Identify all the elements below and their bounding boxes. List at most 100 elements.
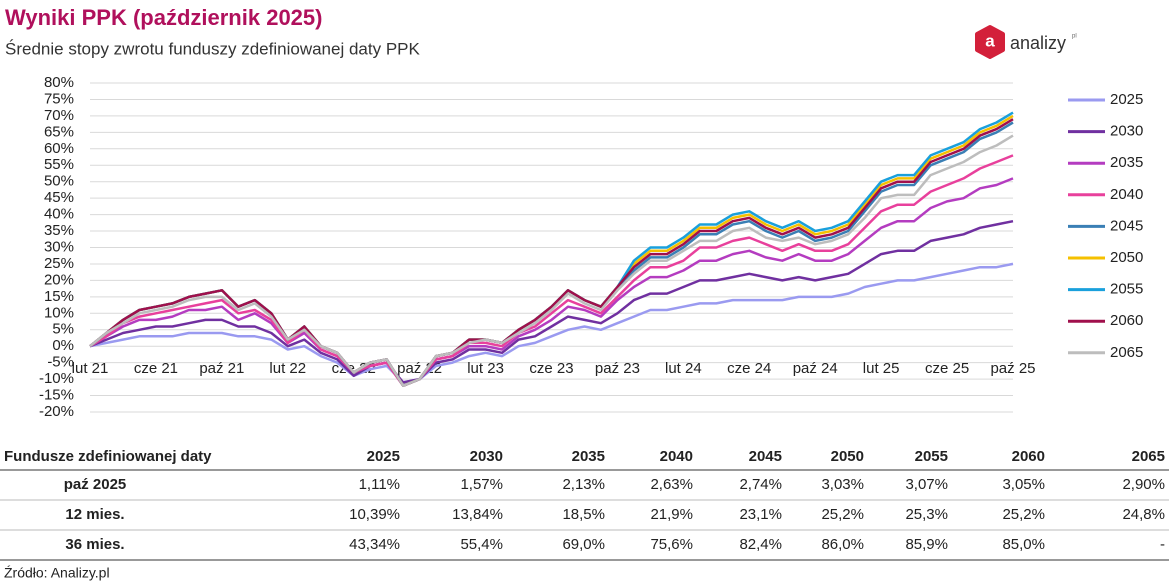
y-tick-label: -20% — [39, 403, 74, 420]
y-tick-label: 60% — [44, 140, 74, 157]
table-cell: 82,4% — [739, 536, 782, 553]
legend-label: 2040 — [1110, 186, 1143, 203]
y-tick-label: 20% — [44, 271, 74, 288]
y-tick-label: 55% — [44, 156, 74, 173]
y-tick-label: 65% — [44, 123, 74, 140]
table-cell: 85,9% — [905, 536, 948, 553]
y-tick-label: 50% — [44, 173, 74, 190]
series-line — [89, 219, 1014, 384]
legend-label: 2035 — [1110, 154, 1143, 171]
y-tick-label: 35% — [44, 222, 74, 239]
legend-label: 2030 — [1110, 123, 1143, 140]
x-tick-label: cze 23 — [529, 360, 573, 377]
series-line — [89, 118, 1014, 387]
x-tick-label: lut 24 — [665, 360, 702, 377]
table-header: 2030 — [470, 448, 503, 465]
table-cell: 69,0% — [562, 536, 605, 553]
series-line — [89, 177, 1014, 387]
series-line — [89, 154, 1014, 387]
y-tick-label: 15% — [44, 288, 74, 305]
y-tick-label: 45% — [44, 189, 74, 206]
table-cell: 43,34% — [349, 536, 400, 553]
table-header: 2045 — [749, 448, 782, 465]
table-cell: 10,39% — [349, 506, 400, 523]
table-cell: 2,13% — [562, 476, 605, 493]
table-header: 2025 — [367, 448, 400, 465]
table-cell: 1,11% — [359, 476, 400, 493]
y-tick-label: 25% — [44, 255, 74, 272]
y-tick-label: -15% — [39, 387, 74, 404]
x-tick-label: paź 23 — [595, 360, 640, 377]
series-line — [89, 111, 1014, 387]
logo: a analizy pl — [975, 25, 1077, 59]
table-cell: 13,84% — [452, 506, 503, 523]
table-cell: 55,4% — [460, 536, 503, 553]
legend-label: 2060 — [1110, 312, 1143, 329]
table-cell: 25,2% — [821, 506, 864, 523]
table-cell: - — [1160, 536, 1165, 553]
y-tick-label: -10% — [39, 370, 74, 387]
y-tick-label: -5% — [47, 354, 74, 371]
table-header: 2040 — [660, 448, 693, 465]
x-tick-label: cze 21 — [134, 360, 178, 377]
table-cell: 25,2% — [1002, 506, 1045, 523]
x-tick-label: paź 24 — [793, 360, 838, 377]
x-tick-label: lut 23 — [467, 360, 504, 377]
y-tick-label: 30% — [44, 238, 74, 255]
series-line — [89, 134, 1014, 387]
legend-label: 2065 — [1110, 344, 1143, 361]
table-cell: 36 mies. — [65, 536, 124, 553]
table-cell: 2,74% — [739, 476, 782, 493]
x-tick-label: cze 24 — [727, 360, 771, 377]
source: Źródło: Analizy.pl — [4, 565, 110, 581]
table-header: 2035 — [572, 448, 605, 465]
table-cell: 21,9% — [650, 506, 693, 523]
legend-label: 2025 — [1110, 91, 1143, 108]
series-line — [89, 262, 1014, 384]
table-cell: 1,57% — [460, 476, 503, 493]
y-tick-label: 75% — [44, 90, 74, 107]
logo-name: analizy — [1010, 33, 1066, 53]
logo-mark: a — [985, 31, 995, 50]
series-line — [89, 114, 1014, 387]
table-cell: 3,03% — [821, 476, 864, 493]
table-header: 2055 — [915, 448, 948, 465]
table-cell: 2,90% — [1122, 476, 1165, 493]
table-header: 2050 — [831, 448, 864, 465]
chart-subtitle: Średnie stopy zwrotu funduszy zdefiniowa… — [5, 39, 421, 58]
chart-title: Wyniki PPK (październik 2025) — [5, 5, 322, 30]
table-cell: 18,5% — [562, 506, 605, 523]
y-tick-label: 80% — [44, 74, 74, 91]
x-tick-label: lut 21 — [72, 360, 109, 377]
table-cell: 86,0% — [821, 536, 864, 553]
table-cell: 24,8% — [1122, 506, 1165, 523]
y-tick-label: 5% — [52, 321, 74, 338]
y-tick-label: 70% — [44, 107, 74, 124]
legend-label: 2045 — [1110, 217, 1143, 234]
table-cell: 23,1% — [739, 506, 782, 523]
table-cell: 25,3% — [905, 506, 948, 523]
x-tick-label: paź 21 — [199, 360, 244, 377]
y-tick-label: 40% — [44, 206, 74, 223]
table-cell: 3,07% — [905, 476, 948, 493]
x-tick-label: paź 25 — [990, 360, 1035, 377]
table-cell: 2,63% — [650, 476, 693, 493]
x-tick-label: lut 25 — [863, 360, 900, 377]
y-tick-label: 0% — [52, 337, 74, 354]
y-tick-label: 10% — [44, 304, 74, 321]
table-cell: 3,05% — [1002, 476, 1045, 493]
table-cell: 75,6% — [650, 536, 693, 553]
table-cell: 12 mies. — [65, 506, 124, 523]
table-header: 2065 — [1132, 448, 1165, 465]
logo-suffix: pl — [1072, 34, 1077, 40]
table-header: 2060 — [1012, 448, 1045, 465]
table-cell: paź 2025 — [64, 476, 127, 493]
table-header: Fundusze zdefiniowanej daty — [4, 448, 212, 465]
x-tick-label: cze 25 — [925, 360, 969, 377]
legend-label: 2050 — [1110, 249, 1143, 266]
legend-label: 2055 — [1110, 281, 1143, 298]
table-cell: 85,0% — [1002, 536, 1045, 553]
logo-icon — [975, 25, 1005, 59]
x-tick-label: lut 22 — [269, 360, 306, 377]
